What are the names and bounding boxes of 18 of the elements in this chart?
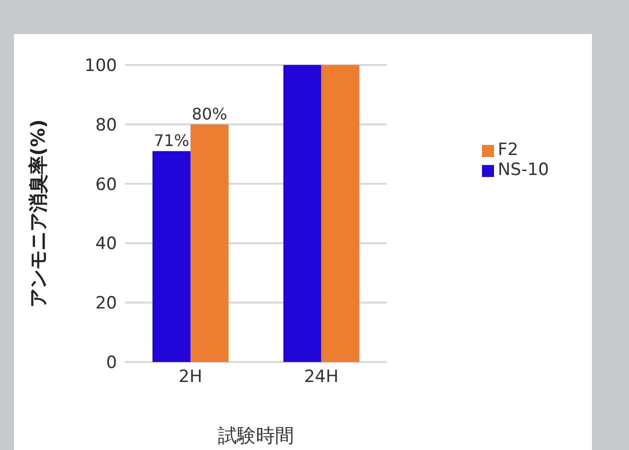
x-axis-title: 試験時間 (218, 425, 294, 447)
y-tick-label: 40 (95, 234, 117, 254)
y-tick-label: 100 (84, 56, 117, 76)
y-tick-label: 80 (95, 115, 117, 136)
legend-label: NS-10 (498, 160, 549, 180)
bar (152, 151, 190, 362)
y-tick-label: 0 (106, 353, 117, 374)
x-tick-label: 24H (304, 367, 338, 388)
y-axis-title: アンモニア消臭率(%) (28, 119, 50, 308)
x-tick-label: 2H (178, 367, 202, 388)
bar (190, 124, 228, 362)
y-tick-label: 60 (95, 174, 117, 195)
bar (321, 65, 360, 362)
legend-label: F2 (498, 140, 518, 160)
bar (283, 65, 322, 362)
data-label: 80% (192, 104, 228, 124)
y-tick-label: 20 (95, 294, 117, 314)
data-label: 71% (154, 131, 190, 150)
